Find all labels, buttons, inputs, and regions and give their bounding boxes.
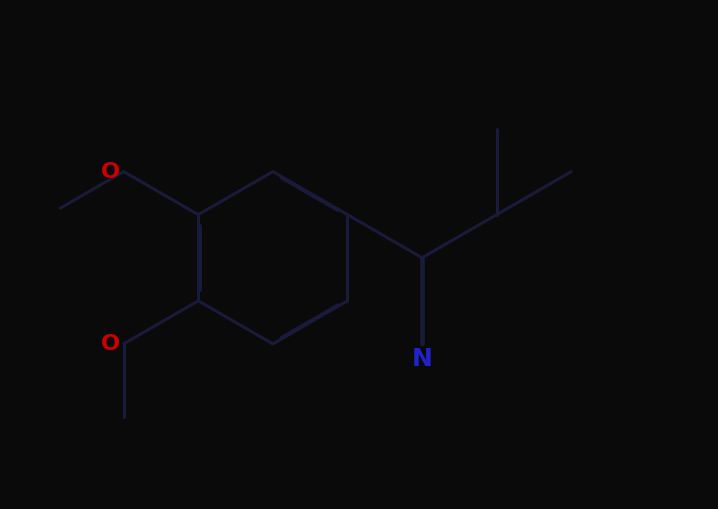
Text: O: O [101,161,120,182]
Text: N: N [411,348,432,372]
Text: O: O [101,334,120,354]
